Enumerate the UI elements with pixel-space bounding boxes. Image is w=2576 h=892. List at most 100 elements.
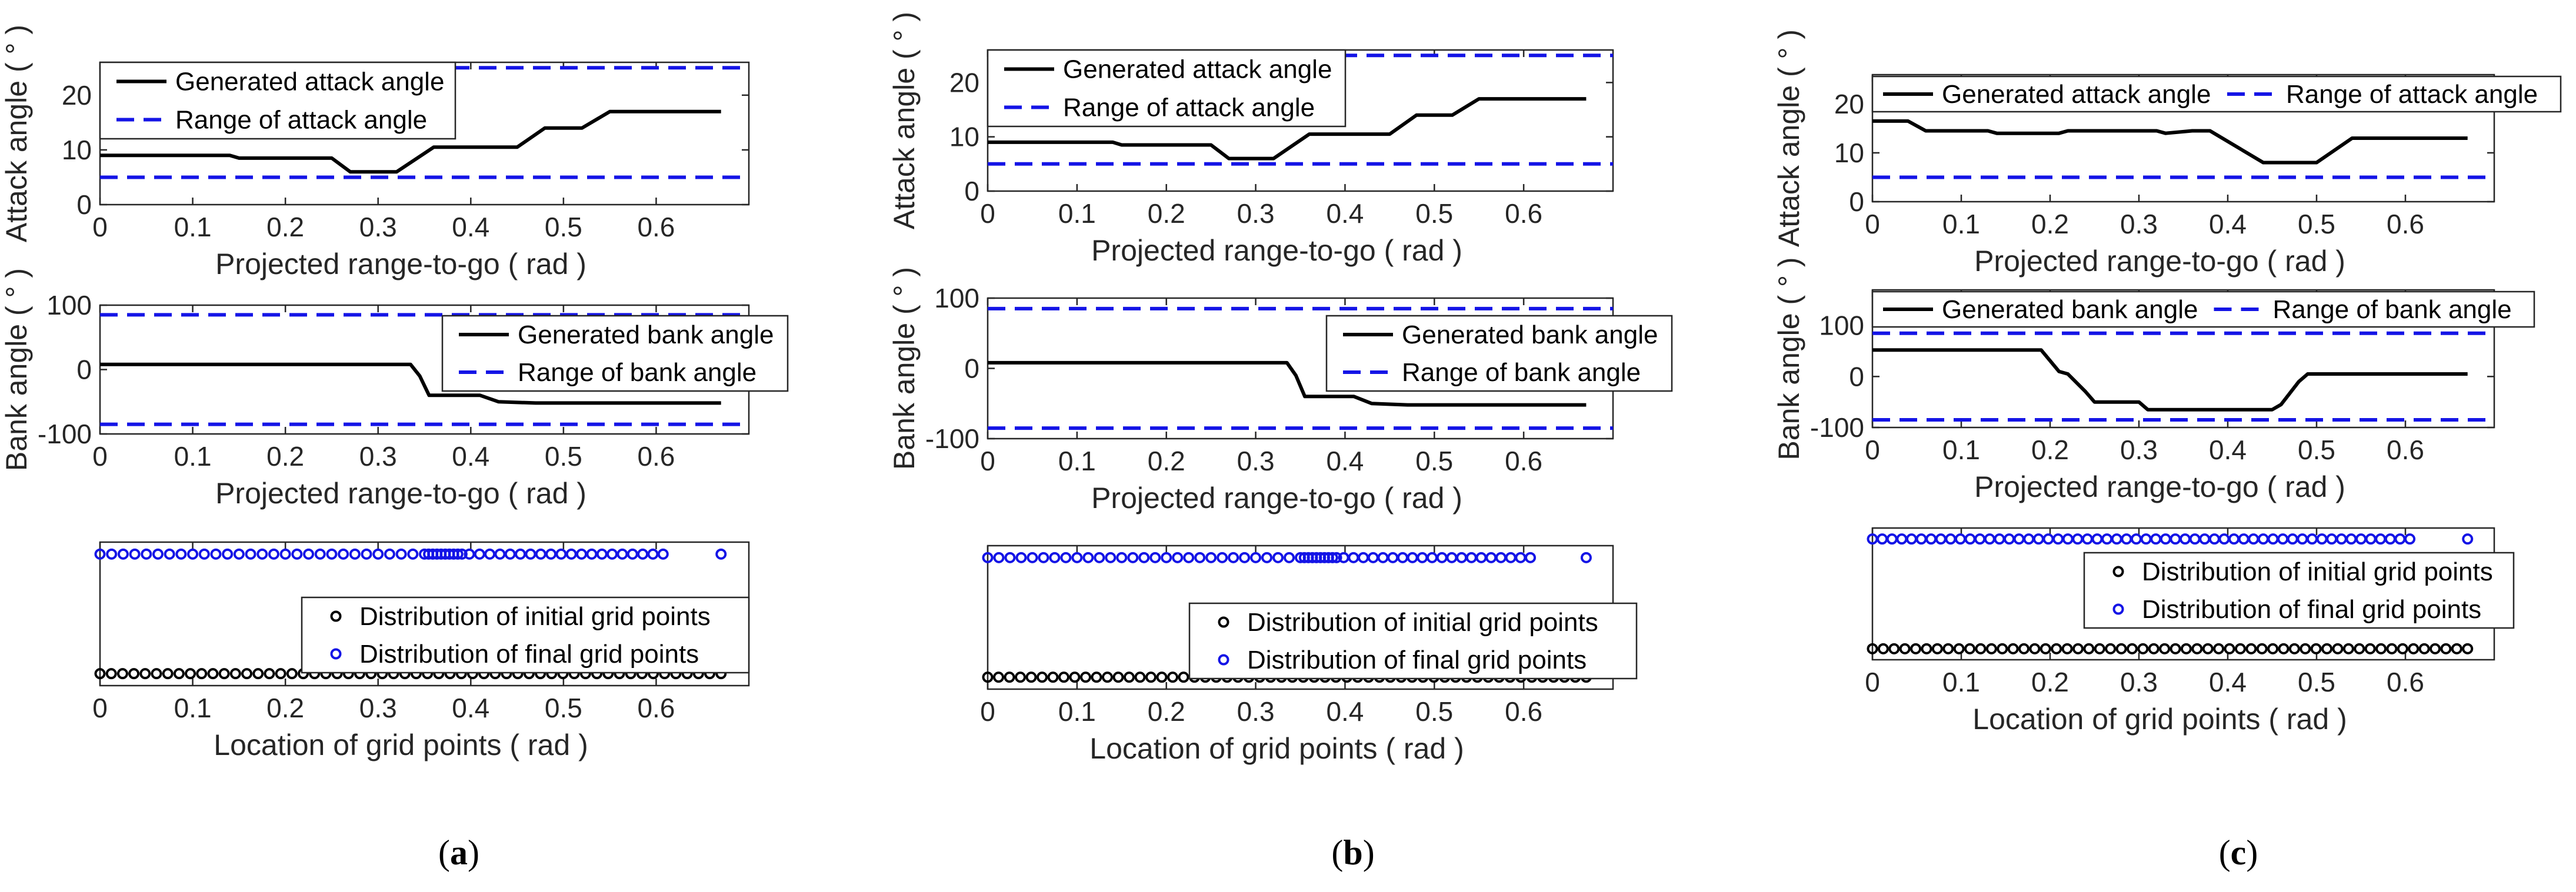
generated-line: [100, 109, 721, 174]
grid-point-marker: [210, 548, 222, 560]
grid-point-marker: [1082, 552, 1094, 563]
x-tick-label: 0.2: [1148, 198, 1185, 229]
legend-marker: [2112, 603, 2124, 615]
legend-box: [2083, 552, 2515, 629]
x-axis-label: Location of grid points ( rad ): [214, 729, 588, 761]
legend-label: Distribution of initial grid points: [359, 602, 711, 631]
caption-close: ): [1363, 833, 1375, 872]
grid-point-marker: [116, 668, 128, 680]
grid-point-marker: [2288, 643, 2300, 654]
subplot-0: 0 0.1 0.2 0.3 0.4 0.5 0.6 0 10 20 Projected range-…: [888, 12, 1614, 267]
x-tick-label: 0.1: [174, 212, 212, 242]
y-tick-label: 0: [964, 353, 979, 384]
x-tick-label: 0.5: [2298, 435, 2335, 465]
grid-point-marker: [2115, 643, 2127, 654]
grid-point-marker: [626, 548, 638, 560]
legend-box: [441, 315, 789, 392]
grid-point-marker: [372, 548, 384, 560]
grid-point-marker: [291, 548, 303, 560]
grid-point-marker: [1138, 552, 1150, 563]
legend: Distribution of initial grid points Distr…: [2083, 552, 2515, 629]
x-tick-label: 0.1: [1058, 446, 1096, 476]
grid-point-marker: [982, 671, 994, 683]
grid-point-marker: [2462, 643, 2474, 654]
y-tick-label: 10: [949, 122, 979, 152]
x-axis-label: Projected range-to-go ( rad ): [1091, 482, 1462, 515]
x-tick-label: 0.1: [174, 441, 212, 472]
x-tick-label: 0.4: [452, 212, 489, 242]
x-tick-label: 0.4: [1326, 198, 1364, 229]
x-axis-label: Projected range-to-go ( rad ): [215, 248, 586, 280]
y-tick-label: 100: [934, 283, 979, 313]
grid-point-marker: [2342, 643, 2354, 654]
subplot-0: 0 0.1 0.2 0.3 0.4 0.5 0.6 0 10 20 Projected range-…: [1772, 29, 2562, 278]
x-tick-label: 0.2: [266, 441, 304, 472]
grid-point-marker: [2040, 643, 2051, 654]
grid-point-marker: [515, 548, 526, 560]
x-tick-label: 0.6: [637, 693, 675, 723]
x-tick-label: 0.1: [1058, 696, 1096, 727]
grid-point-marker: [2029, 643, 2041, 654]
x-tick-label: 0.2: [2031, 209, 2069, 239]
grid-point-marker: [2408, 643, 2420, 654]
grid-point-marker: [484, 548, 496, 560]
x-tick-label: 0: [1865, 667, 1880, 697]
legend-label: Generated bank angle: [1402, 320, 1658, 349]
x-axis-label: Location of grid points ( rad ): [1972, 703, 2347, 736]
x-tick-label: 0.6: [1505, 446, 1542, 476]
x-tick-label: 0: [92, 441, 108, 472]
grid-point-marker: [2105, 643, 2117, 654]
y-axis-label: Attack angle ( ° ): [0, 25, 33, 242]
grid-point-marker: [535, 548, 546, 560]
legend-box: [1871, 290, 2535, 328]
grid-point-marker: [2159, 643, 2171, 654]
grid-point-marker: [185, 668, 196, 680]
grid-point-marker: [252, 668, 264, 680]
grid-point-marker: [229, 668, 241, 680]
x-tick-label: 0.1: [1942, 435, 1980, 465]
grid-point-marker: [2375, 643, 2387, 654]
y-axis-label: Bank angle ( ° ): [1772, 257, 1805, 460]
grid-point-marker: [162, 668, 174, 680]
grid-point-marker: [175, 548, 187, 560]
grid-point-marker: [268, 548, 279, 560]
grid-point-marker: [94, 548, 106, 560]
x-tick-label: 0.3: [2120, 209, 2158, 239]
x-tick-label: 0.6: [2387, 667, 2424, 697]
grid-point-marker: [1079, 671, 1091, 683]
grid-point-marker: [117, 548, 129, 560]
grid-point-marker: [1964, 643, 1976, 654]
grid-point-marker: [1058, 671, 1069, 683]
x-axis-label: Projected range-to-go ( rad ): [1974, 470, 2345, 503]
grid-point-marker: [1172, 552, 1184, 563]
grid-point-marker: [349, 548, 361, 560]
legend-label: Range of attack angle: [2286, 80, 2538, 109]
grid-point-marker: [2310, 643, 2322, 654]
grid-point-marker: [141, 548, 152, 560]
grid-point-marker: [1036, 671, 1048, 683]
grid-point-marker: [606, 548, 618, 560]
grid-point-marker: [1014, 671, 1026, 683]
grid-point-marker: [1101, 671, 1113, 683]
grid-point-marker: [1049, 552, 1061, 563]
grid-point-marker: [384, 548, 395, 560]
caption-close: ): [468, 833, 479, 872]
grid-point-marker: [94, 668, 106, 680]
x-tick-label: 0.4: [452, 441, 489, 472]
legend-label: Generated attack angle: [1942, 80, 2211, 109]
grid-point-marker: [1183, 552, 1195, 563]
x-tick-label: 0.2: [266, 212, 304, 242]
legend-label: Distribution of final grid points: [359, 640, 699, 669]
x-tick-label: 0.1: [1058, 198, 1096, 229]
x-tick-label: 0.6: [2387, 209, 2424, 239]
grid-point-marker: [1228, 552, 1239, 563]
grid-point-marker: [128, 668, 140, 680]
y-axis-label: Bank angle ( ° ): [0, 268, 33, 471]
y-tick-label: 0: [1849, 361, 1864, 392]
grid-point-marker: [164, 548, 175, 560]
grid-point-marker: [361, 548, 372, 560]
x-tick-label: 0.2: [266, 693, 304, 723]
grid-point-marker: [129, 548, 141, 560]
subplot-0: 0 0.1 0.2 0.3 0.4 0.5 0.6 0 10 20 Projected range-…: [0, 25, 750, 280]
